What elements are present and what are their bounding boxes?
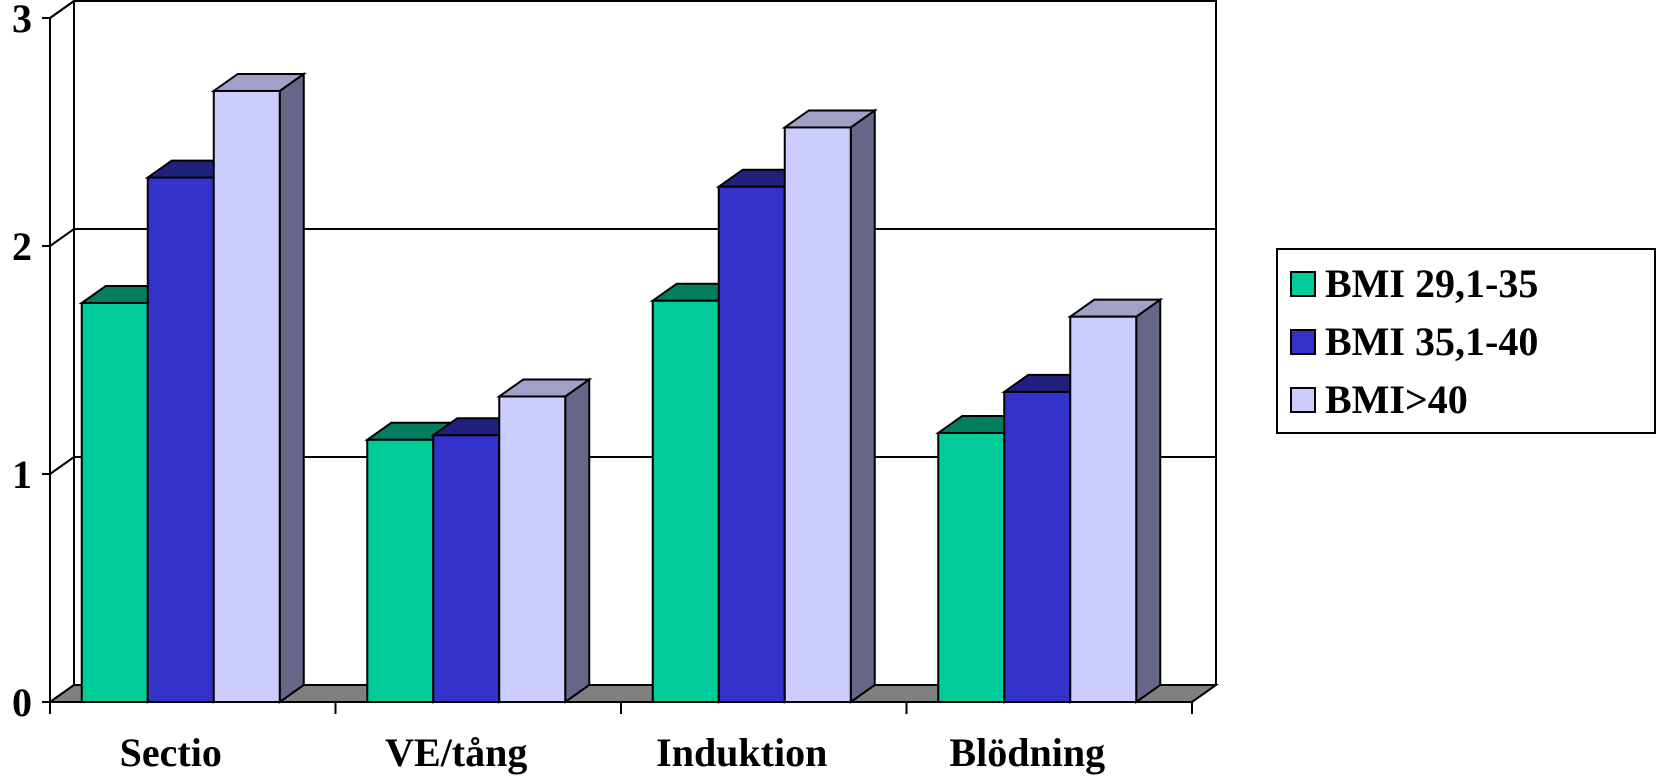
bar-front [212,89,281,703]
bar-side [1135,297,1162,704]
legend-box [1276,248,1656,434]
category-labels: Sectio VE/tång Induktion Blödning [120,730,1105,775]
y-tick-label: 2 [12,224,32,269]
category-label: Sectio [120,730,222,775]
y-tick-labels: 0 1 2 3 [12,0,32,725]
y-tick-label: 1 [12,452,32,497]
category-label: Induktion [656,730,827,775]
bar-3-2 [496,377,593,704]
bar-front [651,299,720,703]
category-label: Blödning [949,730,1105,775]
bar-front [1069,315,1138,703]
bar-front [366,438,435,703]
legend-swatch [1290,387,1316,413]
y-tick-label: 0 [12,680,32,725]
legend-label: BMI>40 [1325,377,1468,422]
bar-side [564,377,591,704]
bar-side [278,72,305,704]
legend: BMI 29,1-35 BMI 35,1-40 BMI>40 [1276,248,1656,434]
category-label: VE/tång [385,730,527,775]
bar-3-4 [1067,297,1164,704]
bar-front [1003,390,1072,703]
side-wall [49,0,75,704]
legend-label: BMI 35,1-40 [1325,319,1538,364]
bar-front [717,185,786,704]
bar-3-3 [781,108,878,704]
bar-3-1 [210,72,307,704]
bar-front [783,126,852,703]
bar-front [80,302,149,703]
bar-front [498,395,567,703]
legend-label: BMI 29,1-35 [1325,261,1538,306]
bar-front [146,176,215,704]
bar-front [432,434,501,703]
bar-front [937,431,1006,703]
gridline [49,0,1216,19]
y-tick-label: 3 [12,0,32,41]
legend-swatch [1290,271,1316,297]
bars [78,72,1164,704]
bar-side [849,108,876,704]
legend-swatch [1290,329,1316,355]
